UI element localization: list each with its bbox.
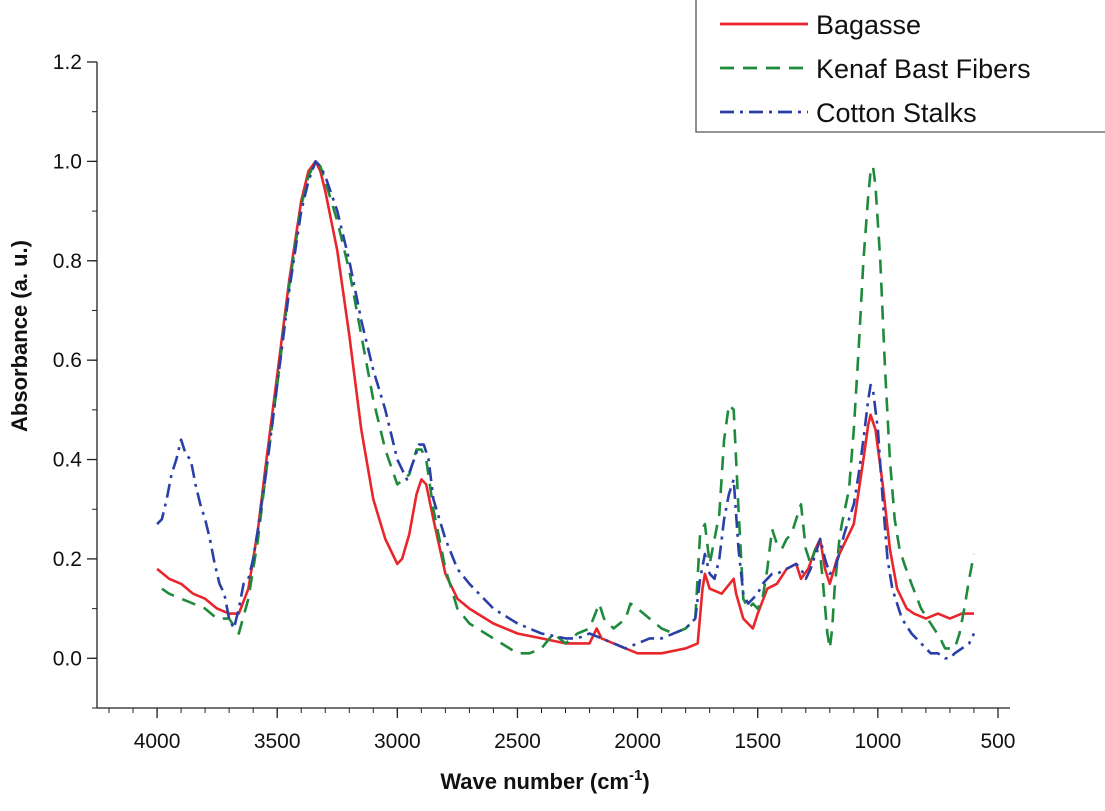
y-tick-label: 0.6 [53,349,82,372]
x-axis-title: Wave number (cm-1) [440,767,649,794]
legend: Bagasse Kenaf Bast Fibers Cotton Stalks [695,0,1105,133]
legend-box [695,0,1105,133]
x-axis-title-sup: -1 [629,767,642,784]
y-tick-label: 0.8 [53,250,82,273]
x-axis-title-main: Wave number (cm [440,769,629,794]
series-line-bagasse [156,160,974,655]
y-tick-label: 1.2 [53,51,82,74]
x-tick-label: 3000 [374,730,421,753]
x-axis-title-end: ) [642,769,649,794]
series-line-kenaf-bast-fibers [161,160,976,655]
x-tick-label: 3500 [254,730,301,753]
x-tick-label: 2000 [614,730,661,753]
series-layer [156,160,976,660]
y-tick-label: 0.2 [53,548,82,571]
legend-label-bagasse: Bagasse [816,10,921,40]
x-tick-label: 500 [980,730,1015,753]
y-axis-title: Absorbance (a. u.) [7,240,32,432]
x-tick-label: 1000 [854,730,901,753]
legend-label-kenaf-bast-fibers: Kenaf Bast Fibers [816,54,1031,84]
y-tick-label: 1.0 [53,150,82,173]
x-tick-label: 2500 [494,730,541,753]
axes-layer: 4000 3500 3000 2500 2000 1500 1000 500 0.0 0.2 0.4… [53,51,1016,753]
legend-label-cotton-stalks: Cotton Stalks [816,98,977,128]
y-tick-label: 0.4 [53,449,83,472]
x-tick-label: 4000 [134,730,181,753]
x-tick-label: 1500 [734,730,781,753]
series-line-cotton-stalks [156,160,976,660]
y-tick-label: 0.0 [53,647,82,670]
